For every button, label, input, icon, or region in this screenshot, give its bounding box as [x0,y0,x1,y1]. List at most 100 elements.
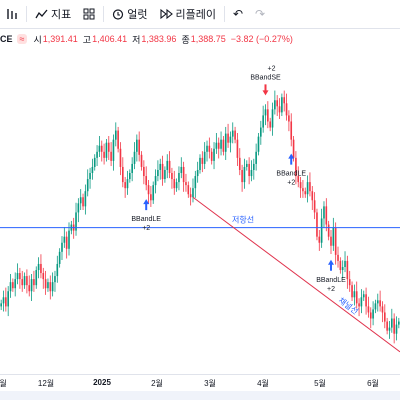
candle-body [372,309,374,319]
candle-body [119,148,122,167]
candle-body [131,163,133,174]
candle-body [231,130,234,137]
candle-body [351,285,353,298]
candle-body [285,103,288,116]
candle-body [274,100,276,110]
replay-icon [159,8,173,20]
candle-body [173,179,176,189]
candle-body [196,169,199,177]
candle-body [255,151,257,164]
x-tick-label: 3월 [204,379,216,388]
candle-body [339,260,342,271]
candle-body [7,291,10,307]
buy-signal-arrow [327,259,334,271]
candle-body [68,230,70,249]
candle-body [267,109,269,122]
candle-body [243,166,246,183]
candle-body [75,212,77,231]
candle-body [14,279,17,289]
buy-signal-arrow [143,199,150,211]
candle-body [257,136,260,152]
signal-sublabel: +2 [142,225,150,232]
candle-body [140,154,143,167]
candle-body [129,173,131,180]
candle-body [79,197,82,204]
redo-icon: ↷ [255,7,266,21]
candle-body [337,254,339,261]
x-tick-label: 월 [0,379,7,388]
resistance-label: 저항선 [232,216,254,225]
candle-body [65,236,68,249]
templates-icon [83,8,95,20]
indicators-button[interactable]: 지표 [29,0,77,28]
price-chart[interactable]: 저항선채널선BBandLE+2+2BBandSEBBandLE+2BBandLE… [0,50,400,378]
candle-body [330,236,332,246]
candle-body [107,142,110,152]
trend-line[interactable] [192,196,400,353]
candle-body [295,157,297,177]
x-tick-label: 2월 [151,379,163,388]
candle-body [365,294,367,307]
candle-body [236,139,239,158]
replay-button[interactable]: 리플레이 [154,0,222,28]
candle-body [379,300,381,307]
candle-body [252,163,255,170]
signal-label: BBandLE [131,216,161,223]
candle-body [316,212,318,237]
signal-label: BBandLE [276,171,306,178]
candle-body [245,163,248,167]
candle-body [26,276,28,286]
open-value: 1,391.41 [42,34,78,44]
templates-button[interactable] [77,0,101,28]
candle-body [386,321,388,331]
candle-body [86,179,89,192]
candle-body [154,176,157,186]
candle-body [227,133,229,143]
change-value: −3.82 (−0.27%) [230,34,293,44]
candle-body [37,263,40,271]
candle-body [362,294,365,298]
candle-body [49,282,52,292]
candle-body [194,176,197,189]
undo-icon: ↶ [232,7,244,21]
candle-body [16,273,19,280]
redo-button[interactable]: ↷ [249,0,271,28]
replay-label: 리플레이 [175,9,216,21]
candle-body [199,157,201,170]
candle-body [302,188,304,192]
alerts-button[interactable]: 얼럿 [106,0,153,28]
candle-body [96,151,98,158]
buy-signal-arrow [288,153,295,165]
candle-body [309,182,311,192]
candle-body [159,163,162,170]
candle-body [217,142,220,149]
candle-body [77,203,80,213]
candle-body [168,160,171,174]
candle-body [54,276,56,283]
candle-body [126,179,129,189]
candle-body [241,169,243,183]
symbol-label[interactable]: CE [0,34,13,44]
candle-body [178,173,180,183]
chart-type-button[interactable] [0,0,24,28]
open-label: 시 [33,34,42,45]
candle-body [313,200,316,213]
candle-body [390,318,393,328]
alert-icon [113,9,124,20]
market-status-badge[interactable]: ≈ [16,34,28,44]
candle-body [271,109,274,128]
time-axis[interactable]: 월 12월 2025 2월 3월 4월 5월 6월 [0,374,400,391]
undo-button[interactable]: ↶ [227,0,249,28]
candle-body [238,157,241,170]
candle-body [346,260,349,280]
candle-body [23,276,26,286]
candle-body [143,166,145,177]
candle-body [381,306,384,313]
candle-body [33,279,35,286]
candle-body [262,115,264,128]
candle-body [393,318,395,334]
candle-body [306,182,309,195]
candle-body [121,166,124,183]
candle-body [0,303,2,307]
candle-body [288,115,290,122]
